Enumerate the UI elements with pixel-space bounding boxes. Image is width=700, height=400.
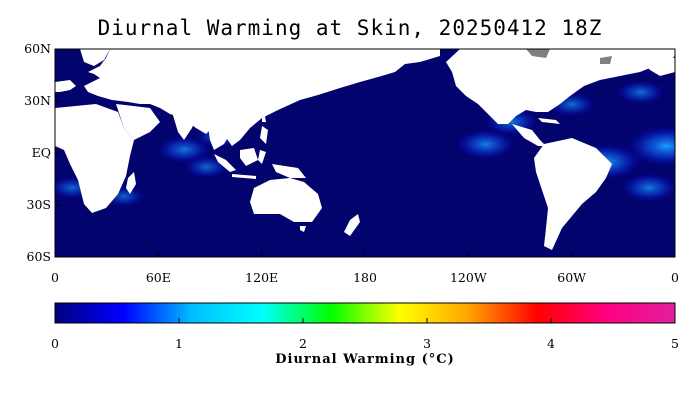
colorbar-tick-label: 3 — [423, 336, 431, 351]
ice-labrador — [600, 56, 612, 64]
land-eurasia — [84, 49, 440, 146]
land-central-america — [512, 124, 546, 146]
land-madagascar — [126, 172, 136, 194]
land-sulawesi — [258, 150, 266, 164]
land-sumatra — [214, 154, 236, 172]
land-india — [172, 112, 196, 140]
land-africa — [55, 104, 134, 213]
lon-tick-label: 0 — [51, 270, 59, 285]
land-borneo — [240, 148, 258, 166]
lon-tick-label: 60E — [146, 270, 171, 285]
ice-hudson — [526, 49, 550, 58]
land-europe-west — [55, 80, 76, 92]
colorbar-tick-label: 1 — [175, 336, 183, 351]
land-greenland-east — [640, 54, 675, 76]
land-new-zealand — [344, 214, 360, 236]
land-philippines — [260, 126, 268, 144]
warm-spot — [626, 126, 675, 166]
warm-spot — [616, 80, 665, 105]
lon-tick-label: 60W — [557, 270, 586, 285]
colorbar-ticks: 0 1 2 3 4 5 — [51, 318, 679, 351]
lat-tick-label: 60S — [27, 249, 51, 264]
latitude-axis: 60N 30N EQ 30S 60S — [24, 41, 60, 264]
land-new-guinea — [272, 164, 306, 178]
warm-spot — [157, 136, 212, 163]
land-mask — [55, 49, 675, 250]
land-taiwan — [262, 116, 266, 122]
lon-tick-label: 120W — [450, 270, 487, 285]
lon-tick-label: 120E — [245, 270, 278, 285]
lon-tick-label: 180 — [353, 270, 377, 285]
colorbar-tick-label: 0 — [51, 336, 59, 351]
land-java — [232, 174, 256, 179]
land-australia — [250, 178, 322, 222]
lat-tick-label: 60N — [24, 41, 51, 56]
land-indochina — [208, 124, 230, 150]
warm-spot — [455, 129, 516, 160]
lat-tick-label: 30S — [27, 197, 51, 212]
lon-tick-label: 0 — [671, 270, 679, 285]
map-title: Diurnal Warming at Skin, 20250412 18Z — [97, 16, 603, 40]
land-europe-north — [80, 49, 110, 66]
colorbar-label: Diurnal Warming (°C) — [275, 352, 455, 367]
colorbar-tick-label: 5 — [671, 336, 679, 351]
land-south-america — [534, 138, 612, 250]
map-area — [55, 49, 675, 257]
sea-ice — [526, 49, 612, 64]
land-tasmania — [300, 226, 306, 232]
colorbar-tick-label: 4 — [547, 336, 555, 351]
land-arabia — [116, 104, 160, 140]
lat-tick-label: EQ — [32, 145, 51, 160]
longitude-axis: 0 60E 120E 180 120W 60W 0 — [51, 252, 679, 285]
colorbar-ramp — [54, 302, 676, 324]
lat-tick-label: 30N — [24, 93, 51, 108]
colorbar: 0 1 2 3 4 5 Diurnal Warming (°C) — [51, 302, 679, 367]
land-cuba — [538, 118, 560, 124]
land-japan — [266, 90, 290, 112]
warm-spot — [620, 173, 675, 202]
land-north-america — [446, 49, 675, 124]
colorbar-tick-label: 2 — [299, 336, 307, 351]
